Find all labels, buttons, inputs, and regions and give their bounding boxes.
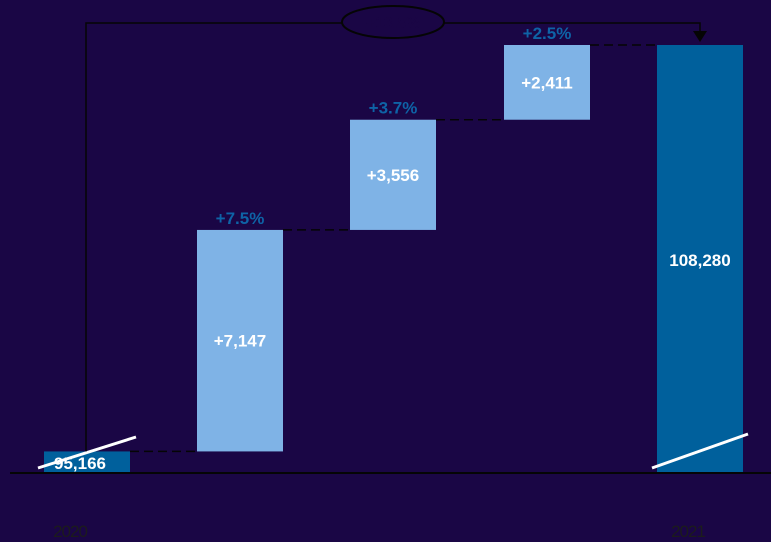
pct-label-step-1: +7.5% <box>216 209 265 228</box>
x-tick-label-2021: 2021 <box>671 522 705 541</box>
total-change-label: +13.8% <box>366 15 421 32</box>
bar-label-end: 108,280 <box>669 251 730 270</box>
x-tick-labels: 2020 2021 <box>53 522 706 541</box>
total-arrowhead <box>693 31 707 42</box>
bar-end <box>657 45 743 473</box>
x-tick-label-2020: 2020 <box>53 522 87 541</box>
bar-label-step-3: +2,411 <box>521 73 573 92</box>
pct-label-step-3: +2.5% <box>523 24 572 43</box>
labels: 95,166 +7,147 +7.5% +3,556 +3.7% +2,411 +2.5% 1… <box>54 24 731 473</box>
bar-label-start: 95,166 <box>54 454 106 473</box>
axis-break-start <box>37 435 137 470</box>
bar-step-1 <box>197 229 283 452</box>
bar-label-step-1: +7,147 <box>214 332 266 351</box>
total-change-arrow: +13.8% <box>85 5 707 452</box>
pct-label-step-2: +3.7% <box>369 99 418 118</box>
axis-break-end <box>651 432 749 470</box>
connector-lines <box>130 44 657 453</box>
bar-step-2 <box>350 119 436 230</box>
total-bracket-line <box>85 22 701 452</box>
bar-step-3 <box>504 45 590 120</box>
bars <box>37 45 749 473</box>
total-change-badge <box>341 5 445 39</box>
bar-start <box>44 451 130 473</box>
bar-label-step-2: +3,556 <box>367 166 419 185</box>
